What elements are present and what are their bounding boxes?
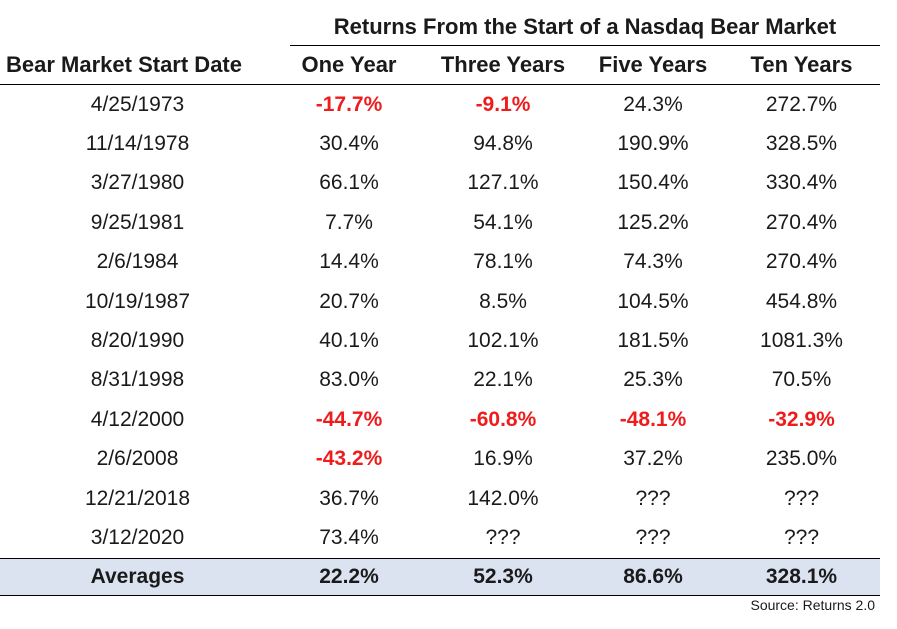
start-date-cell: 10/19/1987 [84,289,191,313]
returns-table: Bear Market Start Date One Year Three Ye… [0,46,880,596]
return-cell-three-years: ??? [485,525,521,549]
return-cell-five-years: 25.3% [623,368,683,392]
return-cell-one-year: 36.7% [319,486,379,510]
return-cell-five-years: 104.5% [617,289,689,313]
return-cell-ten-years: -32.9% [768,407,835,431]
start-date-cell: 2/6/2008 [96,447,179,471]
return-cell-ten-years: ??? [783,486,820,510]
return-cell-three-years: 54.1% [473,210,533,234]
return-cell-one-year: 7.7% [325,210,373,234]
return-cell-ten-years: 1081.3% [760,329,843,353]
return-cell-five-years: 150.4% [617,171,689,195]
average-five-years: 86.6% [583,557,723,596]
return-cell-one-year: -44.7% [315,407,383,431]
table-row: 8/20/1990 40.1% 102.1% 181.5% 1081.3% [0,321,880,360]
return-cell-one-year: 20.7% [319,289,379,313]
average-one-year: 22.2% [275,557,423,596]
return-cell-three-years: 78.1% [473,250,533,274]
return-cell-one-year: 83.0% [319,368,379,392]
return-cell-three-years: -60.8% [469,407,537,431]
average-three-years: 52.3% [423,557,583,596]
return-cell-one-year: 30.4% [319,132,379,156]
return-cell-one-year: 14.4% [319,250,379,274]
return-cell-ten-years: 270.4% [765,210,838,234]
return-cell-three-years: 16.9% [473,447,533,471]
column-header-start-date: Bear Market Start Date [0,46,275,85]
column-header-one-year: One Year [275,46,423,85]
start-date-cell: 8/20/1990 [90,329,185,353]
average-ten-years: 328.1% [723,557,880,596]
start-date-cell: 3/12/2020 [90,525,185,549]
return-cell-five-years: ??? [635,486,671,510]
table-row: 12/21/2018 36.7% 142.0%?????? [0,479,880,518]
table-row: 10/19/1987 20.7% 8.5% 104.5% 454.8% [0,282,880,321]
column-header-ten-years: Ten Years [723,46,880,85]
return-cell-ten-years: 272.7% [765,92,838,116]
return-cell-five-years: 125.2% [617,210,689,234]
return-cell-one-year: -43.2% [315,447,383,471]
return-cell-three-years: 102.1% [467,329,539,353]
return-cell-five-years: 37.2% [623,447,683,471]
return-cell-five-years: -48.1% [619,407,687,431]
start-date-cell: 11/14/1978 [85,132,190,156]
return-cell-ten-years: 270.4% [765,250,838,274]
return-cell-five-years: 24.3% [623,92,683,116]
return-cell-ten-years: ??? [783,525,820,549]
start-date-cell: 8/31/1998 [90,368,185,392]
table-row: 4/12/2000 -44.7% -60.8% -48.1% -32.9% [0,400,880,439]
table-row: 2/6/1984 14.4% 78.1% 74.3% 270.4% [0,243,880,282]
table-title: Returns From the Start of a Nasdaq Bear … [333,14,837,39]
return-cell-three-years: 94.8% [473,132,533,156]
header-row: Bear Market Start Date One Year Three Ye… [0,46,880,85]
start-date-cell: 3/27/1980 [90,171,185,195]
return-cell-ten-years: 328.5% [765,132,838,156]
return-cell-five-years: 181.5% [617,329,689,353]
table-body: 4/25/1973 -17.7% -9.1% 24.3% 272.7% 11/14/197… [0,85,880,559]
return-cell-ten-years: 70.5% [771,368,832,392]
return-cell-three-years: 8.5% [479,289,527,313]
table-row: 11/14/1978 30.4% 94.8% 190.9% 328.5% [0,124,880,163]
return-cell-ten-years: 235.0% [765,447,838,471]
table-row: 3/12/2020 73.4%????????? [0,518,880,558]
return-cell-one-year: 66.1% [319,171,379,195]
return-cell-ten-years: 330.4% [765,171,838,195]
return-cell-three-years: 127.1% [467,171,539,195]
start-date-cell: 12/21/2018 [84,486,191,510]
start-date-cell: 4/25/1973 [90,92,185,116]
start-date-cell: 4/12/2000 [90,407,185,431]
column-header-three-years: Three Years [423,46,583,85]
return-cell-three-years: 142.0% [467,486,539,510]
table-row: 4/25/1973 -17.7% -9.1% 24.3% 272.7% [0,85,880,125]
source-note: Source: Returns 2.0 [750,597,875,613]
return-cell-five-years: 190.9% [617,132,689,156]
title-underline [290,45,880,46]
return-cell-one-year: -17.7% [315,92,383,116]
return-cell-five-years: ??? [635,525,671,549]
averages-label: Averages [0,557,275,596]
return-cell-one-year: 73.4% [319,525,379,549]
table-super-header: Returns From the Start of a Nasdaq Bear … [0,8,880,46]
start-date-cell: 2/6/1984 [96,250,179,274]
returns-table-wrapper: Returns From the Start of a Nasdaq Bear … [0,8,880,596]
start-date-cell: 9/25/1981 [90,210,185,234]
column-header-five-years: Five Years [583,46,723,85]
table-row: 8/31/1998 83.0% 22.1% 25.3% 70.5% [0,361,880,400]
return-cell-three-years: 22.1% [473,368,533,392]
table-row: 9/25/1981 7.7% 54.1% 125.2% 270.4% [0,203,880,242]
return-cell-ten-years: 454.8% [765,289,838,313]
table-row: 2/6/2008 -43.2% 16.9% 37.2% 235.0% [0,440,880,479]
return-cell-one-year: 40.1% [319,329,379,353]
averages-row: Averages 22.2% 52.3% 86.6% 328.1% [0,557,880,596]
return-cell-five-years: 74.3% [623,250,683,274]
return-cell-three-years: -9.1% [475,92,531,116]
table-row: 3/27/1980 66.1% 127.1% 150.4% 330.4% [0,164,880,203]
